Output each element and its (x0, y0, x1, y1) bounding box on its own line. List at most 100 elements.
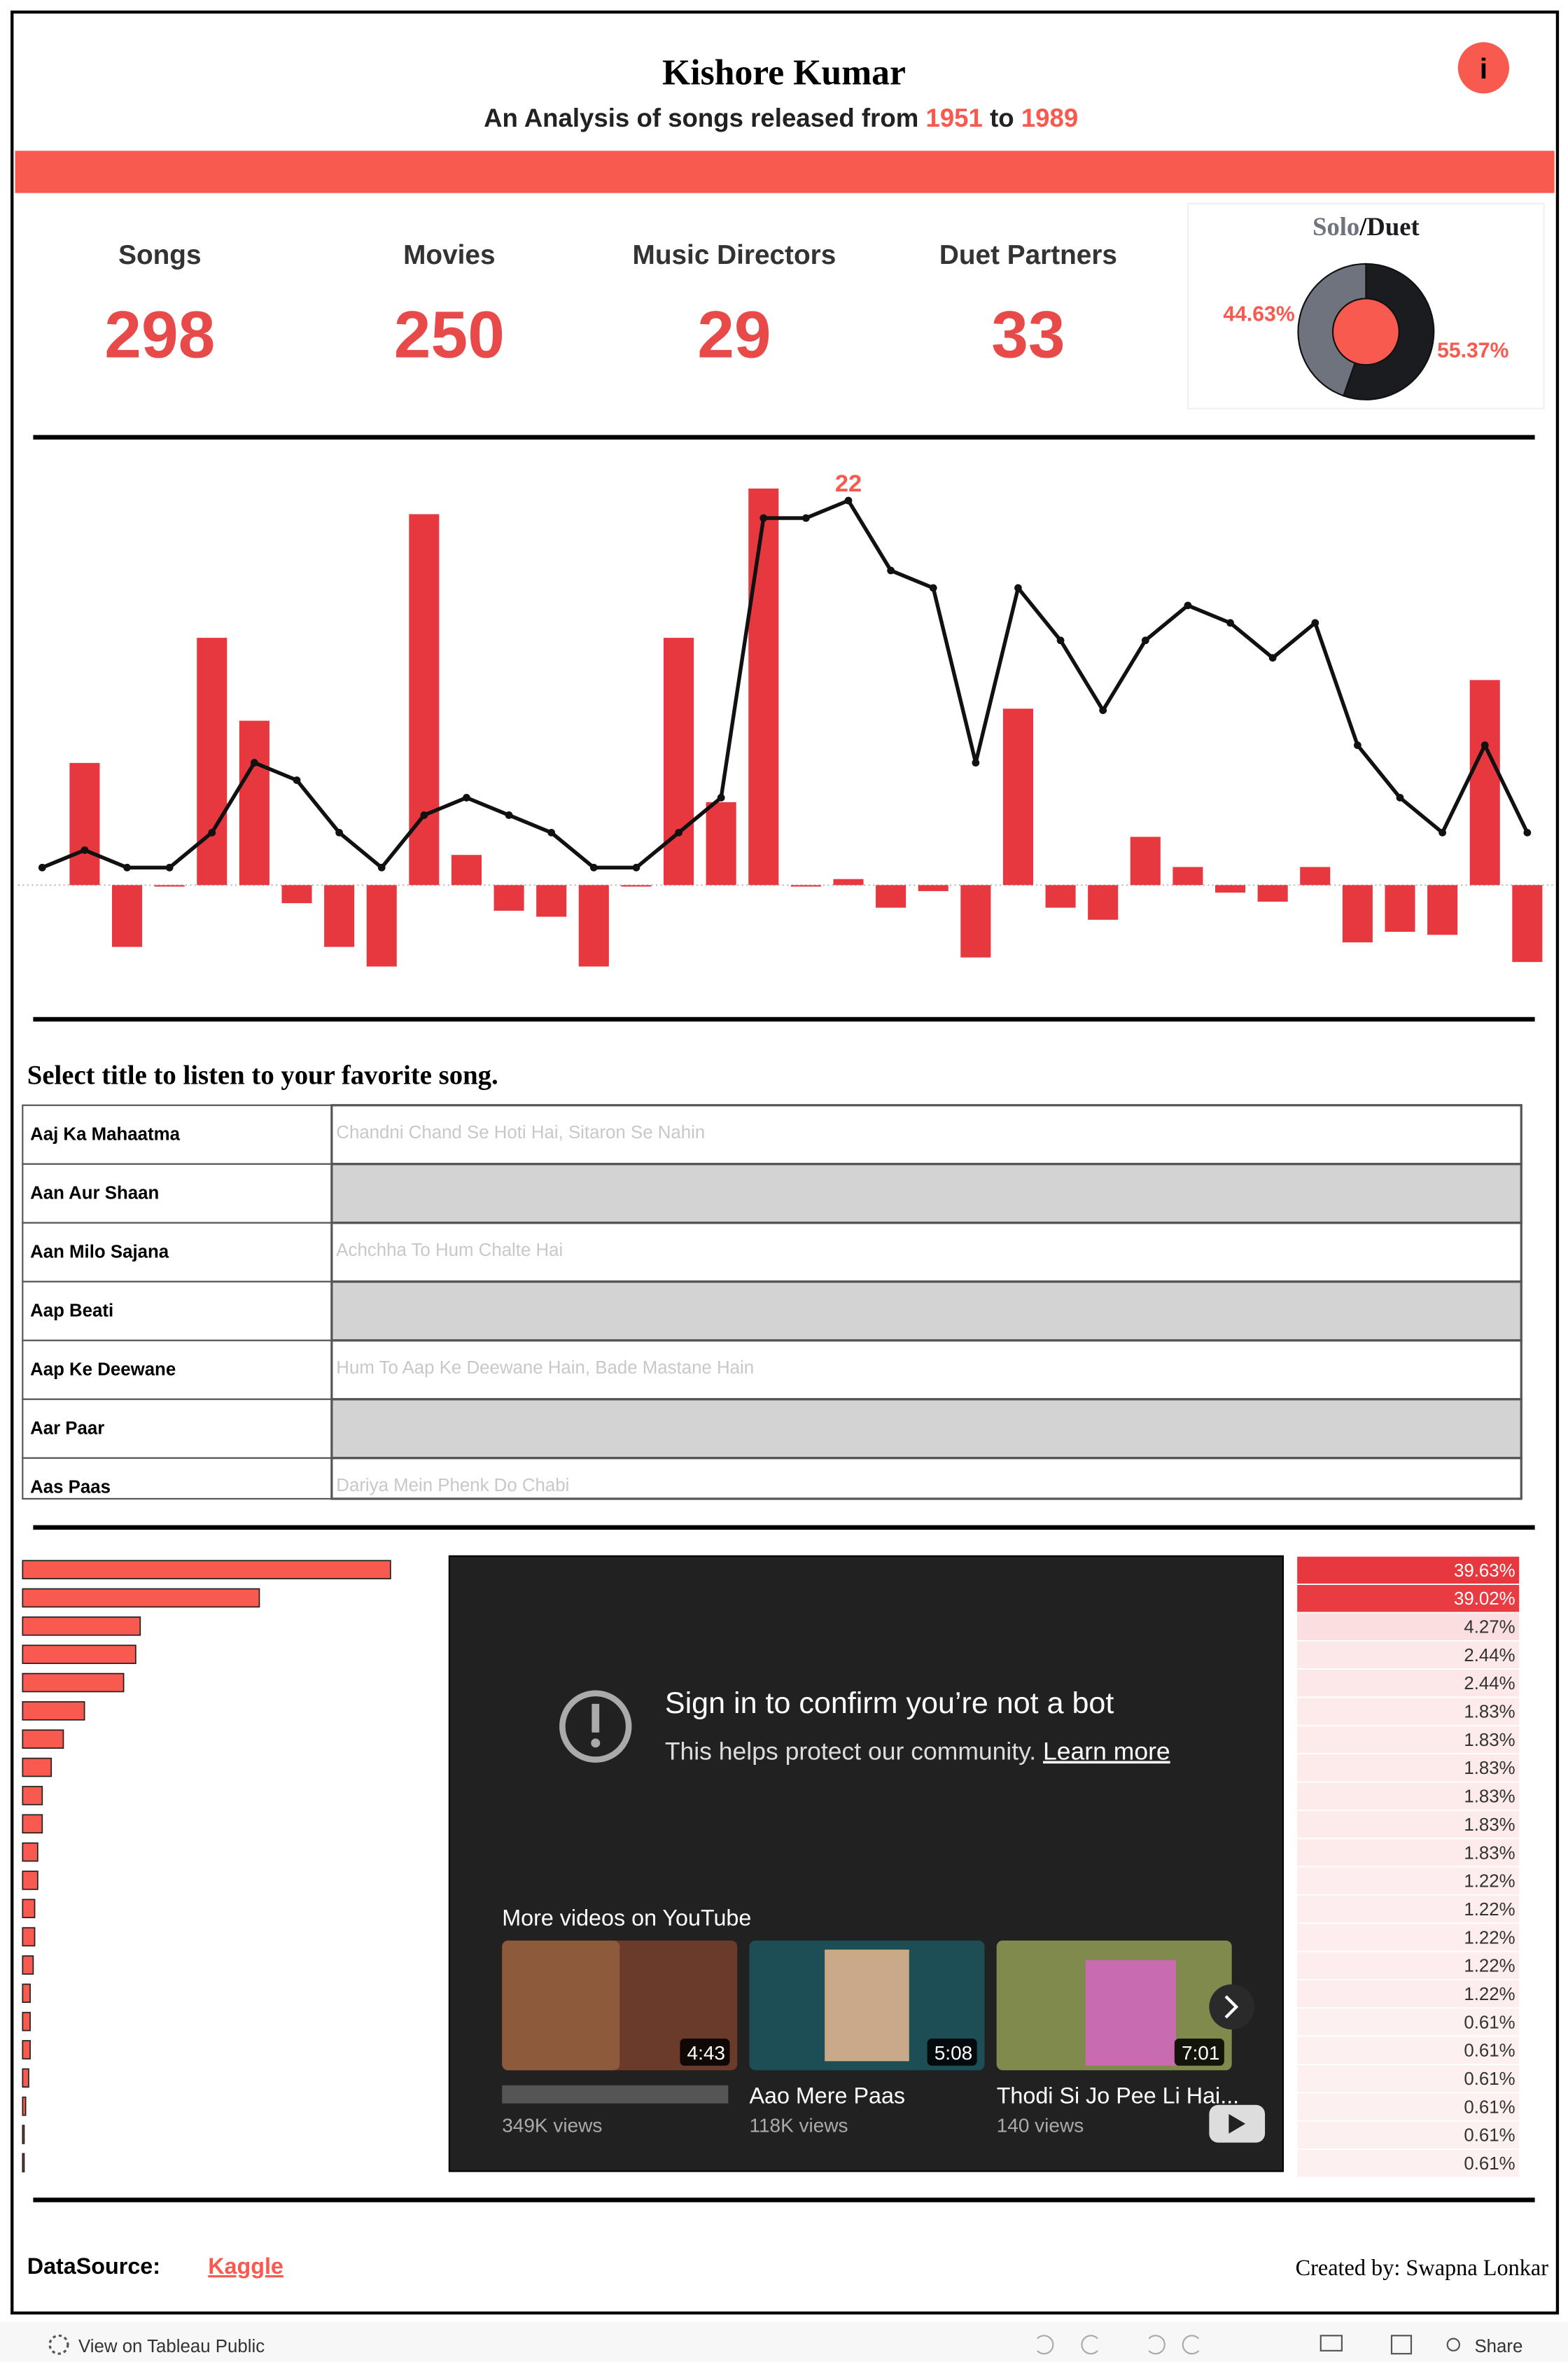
movie-title[interactable]: Aap Ke Deewane (30, 1360, 176, 1379)
video-text: This helps protect our community. (665, 1738, 1036, 1766)
hbar (22, 1786, 43, 1805)
song-cell[interactable] (330, 1104, 1522, 1166)
warning-icon (591, 1738, 601, 1748)
video-title[interactable]: Aao Mere Paas (749, 2083, 905, 2109)
movie-title[interactable]: Aap Beati (30, 1301, 113, 1320)
info-icon[interactable]: i (1480, 53, 1488, 85)
hbar (22, 2153, 25, 2173)
bar (112, 885, 143, 947)
thumbnail[interactable] (825, 1949, 909, 2062)
line-point (208, 828, 216, 837)
source-link[interactable]: Kaggle (208, 2253, 284, 2279)
youtube-icon[interactable] (1228, 2113, 1246, 2134)
song-cell[interactable] (330, 1222, 1522, 1283)
share-icon[interactable] (1446, 2337, 1460, 2351)
bar (1512, 885, 1543, 963)
bar (493, 885, 524, 911)
hbar (22, 1842, 38, 1862)
heat-label: 1.83% (1464, 1731, 1515, 1750)
hbar (22, 1757, 52, 1777)
kpi-label: Music Directors (633, 240, 836, 270)
movie-cell[interactable] (22, 1457, 332, 1500)
song-cell[interactable] (330, 1280, 1522, 1342)
bar (664, 638, 694, 886)
song-cell[interactable] (330, 1339, 1522, 1401)
hbar (22, 1588, 260, 1608)
hbar (22, 2011, 31, 2032)
video-panel[interactable] (448, 1555, 1284, 2172)
hbar (22, 1560, 391, 1579)
toolbar-icons[interactable] (1037, 2335, 1200, 2355)
toolbar (0, 2321, 1568, 2362)
percent-list: 39.63% 39.02% 4.27% 2.44% 2.44% 1.83% 1.83% 1.8… (1296, 1555, 1520, 2179)
bar (1172, 867, 1203, 886)
info-button[interactable] (1457, 42, 1509, 94)
next-icon[interactable] (1224, 1995, 1239, 2019)
tableau-icon[interactable] (48, 2334, 69, 2355)
bar (239, 720, 270, 886)
movie-cell[interactable] (22, 1104, 332, 1165)
bar (1215, 885, 1246, 893)
thumbnail[interactable] (502, 1941, 620, 2071)
movie-title[interactable]: Aaj Ka Mahaatma (30, 1124, 181, 1144)
song-title[interactable]: Chandni Chand Se Hoti Hai, Sitaron Se Na… (336, 1123, 705, 1142)
heat-row-bg (1296, 1697, 1520, 1726)
bar (1469, 680, 1500, 886)
heat-label: 1.83% (1464, 1759, 1515, 1778)
heat-label: 1.83% (1464, 1815, 1515, 1835)
song-cell[interactable] (330, 1163, 1522, 1224)
table-title: Select title to listen to your favorite … (27, 1061, 498, 1091)
learn-more-link[interactable]: Learn more (1043, 1738, 1170, 1766)
heat-cell (1296, 1753, 1520, 1783)
heat-row-bg (1296, 2092, 1520, 2121)
movie-title[interactable]: Aas Paas (30, 1477, 111, 1497)
line-point (972, 759, 980, 767)
heat-cell (1296, 1584, 1520, 1614)
hbar (22, 1814, 43, 1834)
movie-title[interactable]: Aar Paar (30, 1418, 104, 1438)
video-embed[interactable]: Sign in to confirm you’re not a bot This… (448, 1555, 1284, 2172)
line-point (1226, 619, 1234, 627)
heat-label: 0.61% (1464, 2069, 1515, 2089)
heat-cell (1296, 1781, 1520, 1811)
video-title[interactable]: Thodi Si Jo Pee Li Hai... (997, 2083, 1239, 2109)
heat-row-bg (1296, 1782, 1520, 1810)
line-point (632, 863, 640, 872)
line-point (420, 811, 428, 819)
movie-cell[interactable] (22, 1339, 332, 1400)
heat-row-bg (1296, 1866, 1520, 1895)
next-button[interactable] (1209, 1984, 1254, 2030)
video-title-glyphs[interactable] (502, 2085, 729, 2104)
view-link[interactable]: View on Tableau Public (78, 2337, 265, 2356)
video-heading: Sign in to confirm you’re not a bot (665, 1686, 1114, 1720)
heat-label: 0.61% (1464, 2154, 1515, 2174)
bar (324, 885, 355, 947)
line-point (760, 514, 768, 522)
movie-cell[interactable] (22, 1398, 332, 1459)
present-icon[interactable] (1320, 2335, 1343, 2351)
duration: 7:01 (1182, 2042, 1220, 2064)
movie-title[interactable]: Aan Aur Shaan (30, 1183, 159, 1203)
heat-label: 1.22% (1464, 1872, 1515, 1892)
song-cell[interactable] (330, 1457, 1522, 1500)
song-title[interactable]: Hum To Aap Ke Deewane Hain, Bade Mastane… (336, 1358, 754, 1378)
kpis: Songs 298 Movies 250 Music Directors 29 Duet P… (104, 240, 1117, 372)
hbar (22, 1644, 136, 1664)
song-cell[interactable] (330, 1398, 1522, 1460)
line-point (1141, 636, 1149, 645)
thumbnail[interactable] (1085, 1960, 1176, 2066)
heat-row-bg (1296, 1894, 1520, 1924)
song-title[interactable]: Dariya Mein Phenk Do Chabi (336, 1476, 569, 1495)
movie-cell[interactable] (22, 1222, 332, 1283)
line-point (1311, 619, 1320, 627)
share-link[interactable]: Share (1474, 2337, 1522, 2356)
movie-title[interactable]: Aan Milo Sajana (30, 1242, 169, 1262)
heat-row-bg (1296, 1612, 1520, 1641)
fullscreen-icon[interactable] (1390, 2335, 1413, 2355)
bar (960, 885, 991, 958)
kpi-value: 33 (991, 298, 1065, 372)
donut-title: Solo/Duet (1312, 212, 1420, 241)
line-point (38, 863, 46, 872)
song-title[interactable]: Achchha To Hum Chalte Hai (336, 1241, 563, 1260)
donut-title-solo: Solo (1312, 212, 1359, 241)
